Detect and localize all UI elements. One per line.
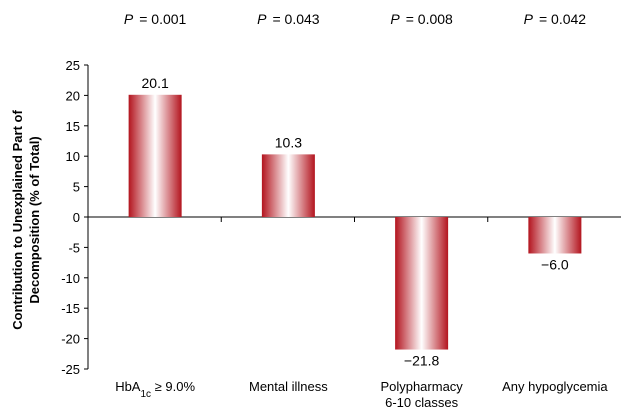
y-tick-label: 5 (73, 180, 80, 195)
bar (395, 217, 449, 350)
x-category-label: Polypharmacy (380, 379, 463, 394)
data-label: 20.1 (142, 75, 169, 91)
data-label: 10.3 (275, 134, 302, 150)
p-value-label: P = 0.043 (257, 11, 320, 27)
y-tick-label: 25 (66, 58, 80, 73)
y-tick-label: -25 (61, 362, 80, 377)
y-tick-label: 0 (73, 210, 80, 225)
y-tick-label: 15 (66, 119, 80, 134)
bar (261, 154, 315, 217)
bar (528, 217, 582, 254)
bar (128, 94, 182, 217)
y-axis-label: Contribution to Unexplained Part of Decom… (10, 110, 42, 330)
data-label: −6.0 (541, 256, 569, 272)
y-tick-label: -20 (61, 332, 80, 347)
y-tick-label: 20 (66, 88, 80, 103)
y-tick-label: -5 (68, 240, 80, 255)
x-category-label: Any hypoglycemia (502, 379, 608, 394)
y-tick-label: -10 (61, 271, 80, 286)
x-category-label: Mental illness (249, 379, 328, 394)
p-value-label: P = 0.008 (390, 11, 453, 27)
y-tick-label: 10 (66, 149, 80, 164)
data-label: −21.8 (404, 353, 440, 369)
x-category-label: HbA1c ≥ 9.0% (115, 379, 195, 400)
p-value-label: P = 0.001 (124, 11, 187, 27)
p-value-label: P = 0.042 (524, 11, 587, 27)
y-tick-label: -15 (61, 301, 80, 316)
x-category-label-line2: 6-10 classes (385, 395, 458, 410)
